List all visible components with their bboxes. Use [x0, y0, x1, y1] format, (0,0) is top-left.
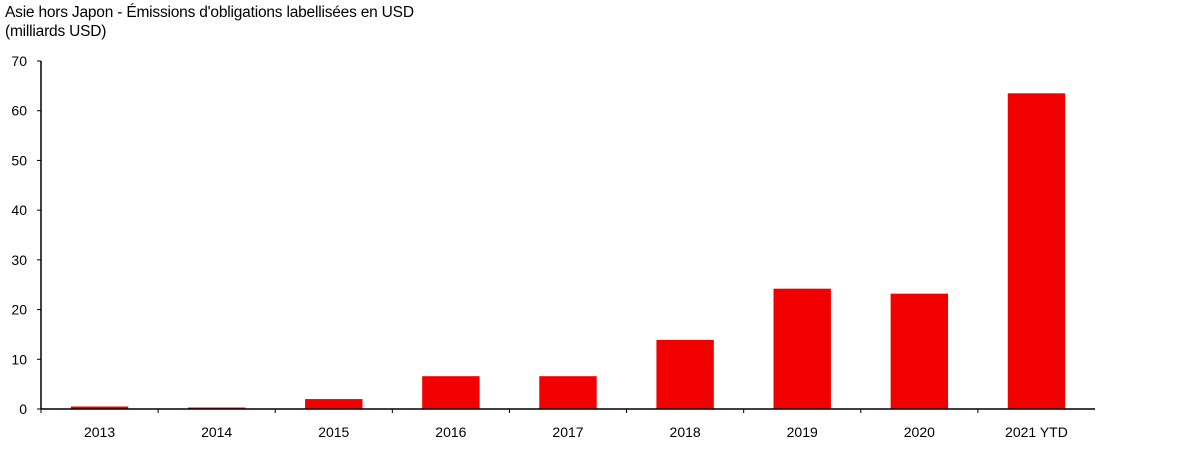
chart-subtitle: (milliards USD): [5, 23, 107, 40]
y-tick-label: 40: [11, 202, 27, 218]
bar-2020: [890, 293, 949, 409]
x-tick-label: 2019: [787, 424, 818, 440]
bar-2021-ytd: [1007, 93, 1066, 410]
x-tick-label: 2015: [318, 424, 349, 440]
bars: [70, 93, 1066, 410]
y-tick-label: 0: [19, 401, 27, 417]
chart-title-block: Asie hors Japon - Émissions d'obligation…: [5, 3, 414, 41]
y-tick-label: 30: [11, 252, 27, 268]
y-tick-label: 70: [11, 53, 27, 69]
bar-2019: [773, 288, 831, 409]
y-tick-label: 20: [11, 302, 27, 318]
y-tick-label: 50: [11, 152, 27, 168]
x-tick-label: 2018: [670, 424, 701, 440]
y-tick-label: 60: [11, 103, 27, 119]
bar-2018: [656, 339, 714, 409]
y-tick-label: 10: [11, 351, 27, 367]
x-tick-label: 2020: [904, 424, 935, 440]
bar-2017: [539, 376, 597, 409]
x-tick-label: 2014: [201, 424, 232, 440]
bar-2013: [70, 406, 129, 409]
x-tick-label: 2021 YTD: [1005, 424, 1068, 440]
chart-title: Asie hors Japon - Émissions d'obligation…: [5, 4, 414, 21]
x-tick-label: 2016: [435, 424, 466, 440]
y-axis-ticks: 0 10 20 30 40 50 60 70: [11, 53, 41, 417]
bar-2015: [305, 399, 363, 409]
bar-2016: [422, 376, 480, 409]
x-tick-label: 2017: [552, 424, 583, 440]
x-tick-label: 2013: [84, 424, 115, 440]
x-axis-labels: 2013 2014 2015 2016 2017 2018 2019 2020 2021 YTD: [40, 409, 1068, 440]
